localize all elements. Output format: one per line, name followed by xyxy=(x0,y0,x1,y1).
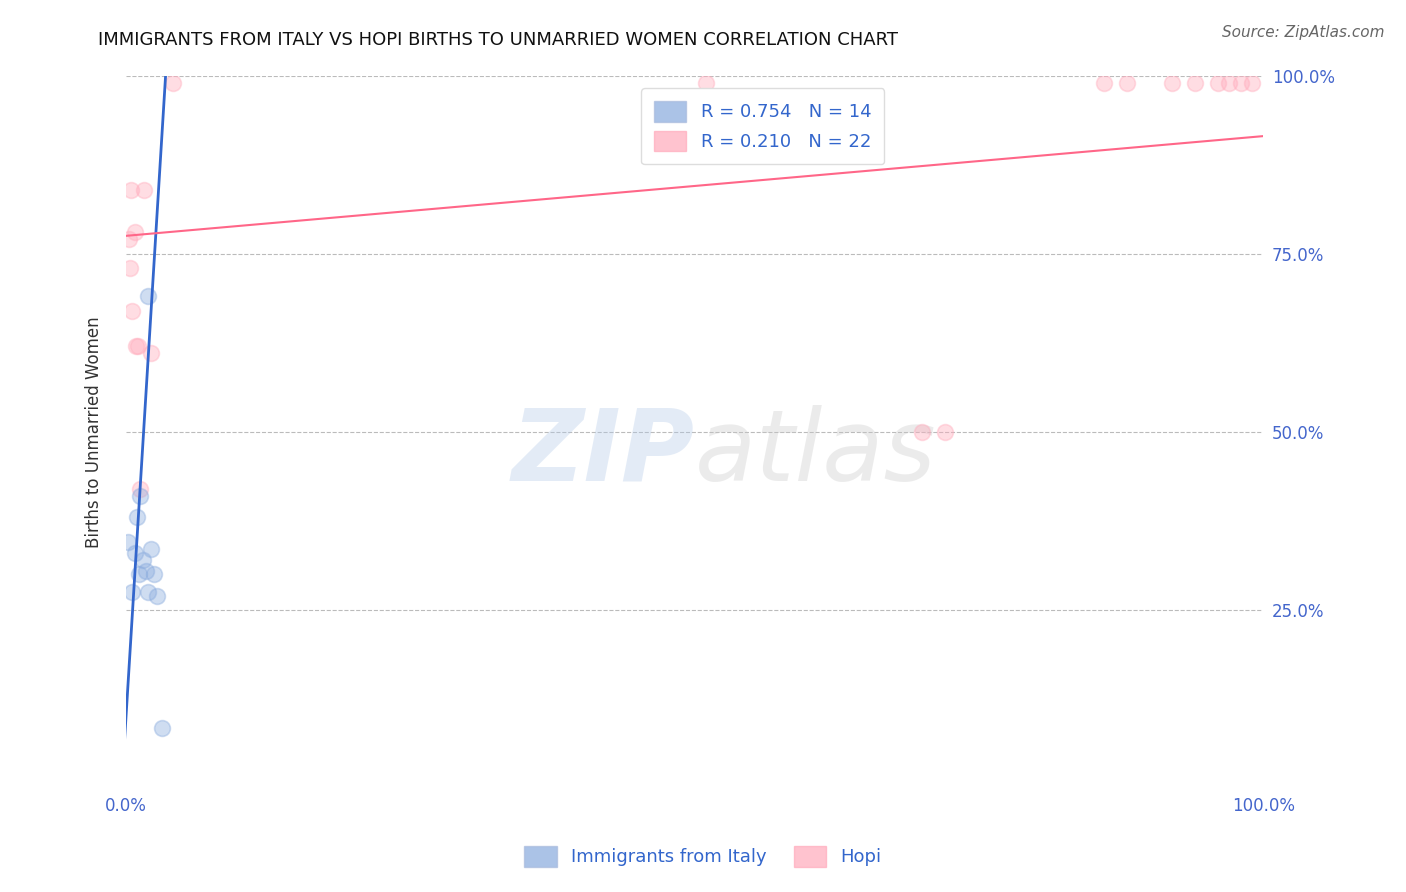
Point xyxy=(131,553,153,567)
Point xyxy=(120,183,142,197)
Point xyxy=(121,303,143,318)
Point xyxy=(143,567,166,582)
Point xyxy=(1241,76,1264,90)
Point xyxy=(162,76,184,90)
Point xyxy=(1161,76,1184,90)
Point xyxy=(1184,76,1206,90)
Point xyxy=(136,585,159,599)
Y-axis label: Births to Unmarried Women: Births to Unmarried Women xyxy=(86,316,103,548)
Point xyxy=(934,425,956,439)
Point xyxy=(125,339,148,353)
Point xyxy=(1229,76,1251,90)
Point xyxy=(135,564,157,578)
Point xyxy=(124,225,146,239)
Text: Source: ZipAtlas.com: Source: ZipAtlas.com xyxy=(1222,25,1385,40)
Point xyxy=(127,339,149,353)
Point xyxy=(125,510,148,524)
Point xyxy=(150,721,173,735)
Point xyxy=(136,289,159,303)
Point xyxy=(121,585,143,599)
Point xyxy=(118,232,141,246)
Point xyxy=(132,183,155,197)
Legend: Immigrants from Italy, Hopi: Immigrants from Italy, Hopi xyxy=(517,838,889,874)
Point xyxy=(695,76,717,90)
Point xyxy=(139,542,162,557)
Point xyxy=(1218,76,1240,90)
Text: IMMIGRANTS FROM ITALY VS HOPI BIRTHS TO UNMARRIED WOMEN CORRELATION CHART: IMMIGRANTS FROM ITALY VS HOPI BIRTHS TO … xyxy=(98,31,898,49)
Point xyxy=(120,260,142,275)
Point xyxy=(129,489,152,503)
Point xyxy=(911,425,934,439)
Point xyxy=(139,346,162,360)
Text: atlas: atlas xyxy=(695,405,936,502)
Point xyxy=(1206,76,1229,90)
Point xyxy=(1115,76,1137,90)
Point xyxy=(129,482,152,496)
Point xyxy=(128,567,150,582)
Legend: R = 0.754   N = 14, R = 0.210   N = 22: R = 0.754 N = 14, R = 0.210 N = 22 xyxy=(641,88,884,164)
Point xyxy=(146,589,169,603)
Point xyxy=(1092,76,1115,90)
Point xyxy=(117,535,139,549)
Text: ZIP: ZIP xyxy=(512,405,695,502)
Point xyxy=(124,546,146,560)
